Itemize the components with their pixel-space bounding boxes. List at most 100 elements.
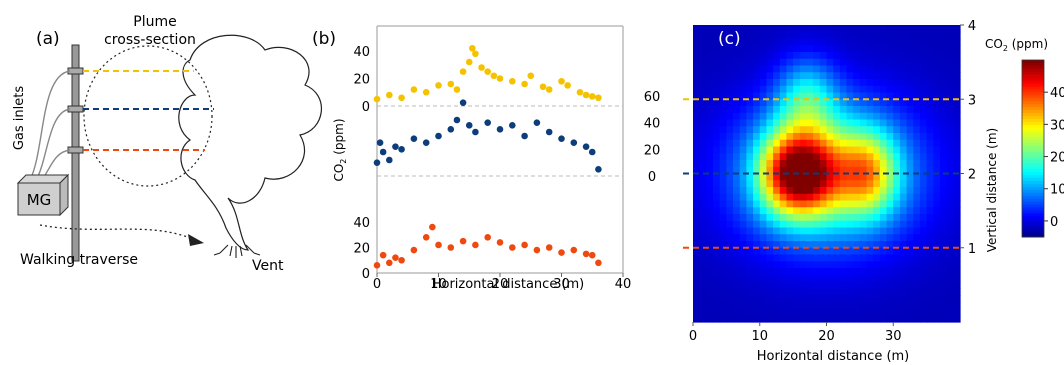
heatmap-cell [833, 247, 841, 256]
heatmap-cell [946, 227, 954, 235]
heatmap-cell [713, 160, 721, 168]
heatmap-cell [746, 92, 754, 100]
heatmap-cell [839, 268, 848, 276]
heatmap-cell [793, 234, 801, 242]
heatmap-cell [746, 268, 754, 276]
heatmap-cell [699, 25, 707, 33]
heatmap-cell [806, 79, 814, 87]
heatmap-cell [853, 254, 861, 262]
heatmap-cell [846, 227, 854, 235]
heatmap-cell [933, 295, 941, 303]
b-point [465, 122, 473, 129]
heatmap-cell [893, 38, 901, 46]
heatmap-cell [873, 112, 881, 121]
heatmap-cell [793, 79, 801, 87]
heatmap-cell [813, 288, 821, 296]
heatmap-cell [813, 220, 821, 229]
heatmap-cell [766, 247, 774, 256]
heatmap-cell [699, 119, 707, 127]
heatmap-cell [833, 126, 841, 134]
heatmap-cell [819, 247, 828, 256]
heatmap-cell [773, 166, 781, 175]
heatmap-cell [699, 295, 707, 303]
heatmap-cell [779, 92, 788, 100]
heatmap-cell [699, 301, 707, 310]
heatmap-cell [853, 261, 861, 269]
heatmap-cell [759, 173, 768, 181]
heatmap-cell [746, 295, 754, 303]
heatmap-cell [793, 31, 801, 40]
heatmap-cell [813, 126, 821, 134]
heatmap-cell [806, 295, 814, 303]
heatmap-cell [819, 193, 828, 202]
heatmap-cell [733, 187, 741, 195]
heatmap-cell [799, 31, 808, 40]
heatmap-cell [953, 274, 961, 283]
mg-label: MG [27, 191, 52, 209]
heatmap-cell [873, 247, 881, 256]
heatmap-cell [919, 173, 928, 181]
heatmap-cell [866, 160, 874, 168]
heatmap-cell [713, 139, 721, 148]
heatmap-cell [846, 281, 854, 289]
heatmap-cell [786, 193, 794, 202]
colorbar-step [1022, 104, 1044, 108]
heatmap-cell [919, 261, 928, 269]
heatmap-cell [839, 301, 848, 310]
heatmap-cell [719, 38, 727, 46]
heatmap-cell [746, 247, 754, 256]
heatmap-cell [833, 146, 841, 154]
heatmap-cell [833, 241, 841, 249]
heatmap-cell [866, 31, 874, 40]
heatmap-cell [693, 193, 701, 202]
heatmap-cell [926, 65, 934, 73]
heatmap-cell [919, 200, 928, 208]
heatmap-cell [846, 160, 854, 168]
heatmap-cell [833, 207, 841, 215]
heatmap-cell [719, 139, 727, 148]
heatmap-cell [766, 254, 774, 262]
heatmap-cell [846, 315, 854, 323]
heatmap-cell [779, 220, 788, 229]
heatmap-cell [773, 220, 781, 229]
heatmap-cell [753, 99, 761, 107]
heatmap-cell [933, 241, 941, 249]
heatmap-cell [766, 234, 774, 242]
heatmap-cell [773, 92, 781, 100]
heatmap-cell [693, 247, 701, 256]
heatmap-cell [946, 146, 954, 154]
heatmap-cell [886, 38, 894, 46]
heatmap-cell [866, 79, 874, 87]
heatmap-cell [953, 207, 961, 215]
heatmap-cell [746, 45, 754, 53]
heatmap-cell [899, 45, 908, 53]
heatmap-cell [739, 153, 747, 161]
heatmap-cell [806, 146, 814, 154]
heatmap-cell [853, 38, 861, 46]
heatmap-cell [839, 79, 848, 87]
b-point [386, 91, 393, 99]
heatmap-cell [886, 58, 894, 67]
heatmap-cell [899, 25, 908, 33]
heatmap-cell [946, 187, 954, 195]
c-x-tick-label: 0 [689, 329, 697, 344]
heatmap-cell [826, 166, 834, 175]
heatmap-cell [906, 241, 914, 249]
heatmap-cell [833, 173, 841, 181]
heatmap-cell [726, 133, 734, 141]
panel-c-label: (c) [718, 29, 741, 49]
heatmap-cell [699, 52, 707, 60]
heatmap-cell [706, 31, 714, 40]
heatmap-cell [873, 173, 881, 181]
heatmap-cell [879, 234, 888, 242]
heatmap-cell [739, 166, 747, 175]
heatmap-cell [859, 133, 868, 141]
heatmap-cell [913, 166, 921, 175]
heatmap-cell [746, 301, 754, 310]
heatmap-cell [879, 288, 888, 296]
heatmap-cell [939, 126, 948, 134]
heatmap-cell [813, 234, 821, 242]
heatmap-cell [833, 92, 841, 100]
heatmap-cell [873, 85, 881, 94]
heatmap-cell [819, 133, 828, 141]
